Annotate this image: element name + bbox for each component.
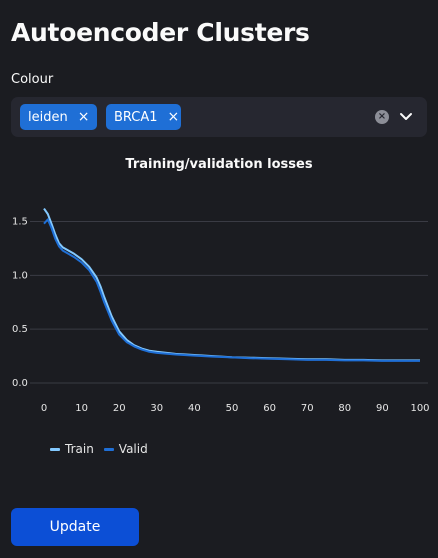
update-button[interactable]: Update — [11, 508, 139, 546]
legend-item-train: Train — [50, 442, 94, 456]
y-tick-label: 0.5 — [12, 324, 28, 335]
colour-multiselect[interactable]: leiden × BRCA1 × × — [11, 97, 427, 137]
x-tick-label: 20 — [113, 403, 126, 414]
x-tick-label: 40 — [188, 403, 201, 414]
chart-legend: Train Valid — [50, 442, 148, 456]
chart-title: Training/validation losses — [125, 157, 313, 172]
loss-chart: 0.0 0.5 1.0 1.5 0 10 20 30 40 50 60 70 80 90 100 — [12, 208, 430, 414]
tag-brca1: BRCA1 × — [106, 104, 181, 130]
remove-tag-icon[interactable]: × — [167, 109, 180, 125]
x-tick-label: 50 — [226, 403, 239, 414]
x-tick-label: 80 — [338, 403, 351, 414]
x-tick-label: 0 — [41, 403, 47, 414]
y-tick-label: 0.0 — [12, 378, 28, 389]
x-tick-label: 90 — [376, 403, 389, 414]
x-tick-label: 30 — [150, 403, 163, 414]
legend-swatch-valid — [103, 447, 114, 451]
tag-label: BRCA1 — [114, 109, 158, 125]
x-tick-label: 60 — [263, 403, 276, 414]
legend-label-train: Train — [65, 442, 94, 456]
colour-label: Colour — [11, 72, 54, 87]
chevron-down-icon[interactable] — [399, 107, 413, 127]
legend-label-valid: Valid — [118, 442, 148, 456]
x-tick-label: 100 — [410, 403, 429, 414]
x-tick-label: 70 — [301, 403, 314, 414]
legend-swatch-train — [50, 447, 60, 451]
x-tick-label: 10 — [75, 403, 88, 414]
y-tick-label: 1.5 — [12, 217, 28, 228]
tag-leiden: leiden × — [20, 104, 97, 130]
series-line-valid — [43, 218, 420, 362]
tag-label: leiden — [28, 109, 68, 125]
remove-tag-icon[interactable]: × — [77, 109, 90, 125]
page-title: Autoencoder Clusters — [11, 18, 310, 47]
series-line-train — [43, 208, 420, 362]
clear-all-icon[interactable]: × — [375, 110, 389, 124]
y-tick-label: 1.0 — [12, 270, 28, 281]
legend-item-valid: Valid — [103, 442, 148, 456]
